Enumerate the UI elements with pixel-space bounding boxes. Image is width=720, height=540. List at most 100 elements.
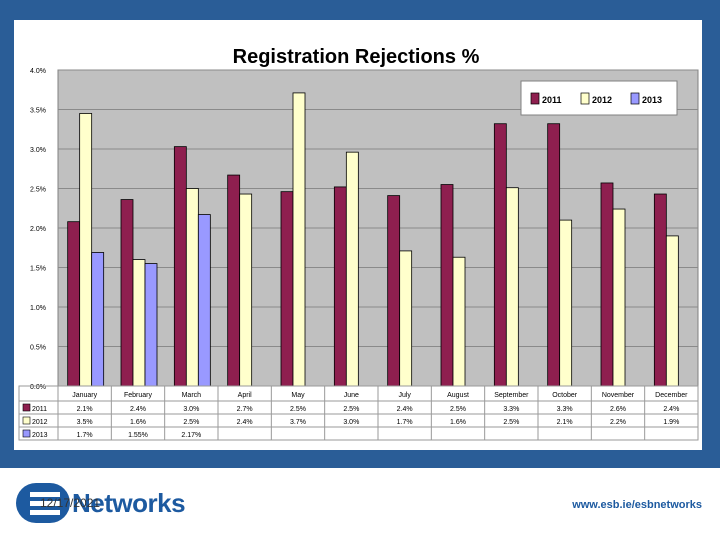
chart-panel: Registration Rejections % 0.0% 0.5% 1.0% 1.… [14,20,702,450]
y-axis: 0.0% 0.5% 1.0% 1.5% 2.0% 2.5% 3.0% 3.5% 4.0% [30,68,46,391]
table-cell: 2.4% [663,406,679,413]
slide-date: 12/17/2021 [40,496,101,510]
table-cell: 3.7% [290,419,306,426]
table-series-name: 2011 [32,406,47,413]
bar-2012 [452,256,466,387]
bar-2011 [493,123,507,387]
table-cell: 2.5% [503,419,519,426]
x-tick-label: December [655,392,688,399]
bar-2011 [440,184,454,387]
y-tick-label: 3.5% [30,108,46,115]
bars [67,92,679,387]
legend: 2011 2012 2013 [520,80,678,116]
legend-swatch-2011 [530,92,540,105]
bar-2012 [399,250,413,387]
logo-wordmark: Networks [72,487,186,518]
table-cell: 2.17% [181,432,201,439]
bar-2011 [227,174,241,387]
table-cell: 3.0% [183,406,199,413]
table-cell: 3.5% [77,419,93,426]
table-cell: 2.1% [77,406,93,413]
y-tick-label: 2.5% [30,187,46,194]
bar-2012 [559,219,573,387]
data-table: 2011 2.1% 2.4% 3.0% 2.7% 2.5% 2.5% 2.4% 2.5% 3.3%… [18,385,699,441]
bar-2011 [547,123,561,387]
table-cell: 1.6% [450,419,466,426]
legend-swatch-2013 [630,92,640,105]
chart-title: Registration Rejections % [233,46,480,68]
gridlines [58,69,698,347]
x-tick-label: July [398,392,411,399]
bar-2011 [387,195,401,387]
bar-2013 [91,252,105,387]
bar-2012 [185,188,199,387]
table-series-name: 2013 [32,432,48,439]
table-cell: 2.5% [343,406,359,413]
table-cell: 2.4% [237,419,253,426]
table-legend-key [22,416,31,425]
table-legend-key [22,403,31,412]
x-axis: January February March April May June July Augu… [72,392,688,399]
table-cell: 2.7% [237,406,253,413]
table-cell: 2.6% [610,406,626,413]
table-cell: 1.7% [397,419,413,426]
y-tick-label: 1.5% [30,266,46,273]
legend-label-2011: 2011 [542,95,562,105]
table-cell: 2.5% [450,406,466,413]
bar-2013 [144,263,158,387]
table-cell: 1.7% [77,432,93,439]
x-tick-label: February [124,392,153,399]
bar-2012 [612,208,626,387]
table-cell: 2.5% [290,406,306,413]
bar-2011 [67,221,81,387]
legend-swatch-2012 [580,92,590,105]
esb-logo-icon [16,483,70,523]
table-cell: 3.3% [503,406,519,413]
x-tick-label: January [72,392,97,399]
website-link[interactable]: www.esb.ie/esbnetworks [572,499,702,511]
x-tick-label: March [182,392,202,399]
table-cell: 1.55% [128,432,148,439]
legend-box [520,80,678,116]
table-cell: 2.4% [130,406,146,413]
y-tick-label: 2.0% [30,226,46,233]
y-tick-label: 1.0% [30,305,46,312]
y-tick-label: 0.0% [30,384,46,391]
footer [0,468,720,540]
table-cell: 2.1% [557,419,573,426]
bar-2012 [505,187,519,387]
x-tick-label: April [238,392,252,399]
table-cell: 3.0% [343,419,359,426]
bar-2011 [653,193,667,387]
bar-2013 [197,214,211,387]
bar-2012 [345,151,359,387]
y-tick-label: 4.0% [30,68,46,75]
bar-2012 [132,259,146,387]
x-tick-label: May [291,392,305,399]
bar-2011 [173,146,187,387]
table-cell: 1.9% [663,419,679,426]
y-tick-label: 3.0% [30,147,46,154]
table-cell: 2.4% [397,406,413,413]
x-tick-label: October [552,392,578,399]
esb-networks-logo: Networks [16,480,186,526]
bar-2011 [333,186,347,387]
y-tick-label: 0.5% [30,345,46,352]
table-series-name: 2012 [32,419,48,426]
bar-2012 [239,193,253,387]
bar-2012 [665,235,679,387]
legend-label-2013: 2013 [642,95,662,105]
table-legend-key [22,429,31,438]
bar-2011 [600,182,614,387]
bar-2012 [292,92,306,387]
x-tick-label: November [602,392,635,399]
table-cell: 2.5% [183,419,199,426]
table-cell: 3.3% [557,406,573,413]
x-tick-label: June [344,392,359,399]
table-cell: 2.2% [610,419,626,426]
bar-2011 [280,191,294,387]
legend-label-2012: 2012 [592,95,612,105]
x-tick-label: September [494,392,529,399]
bar-2012 [79,113,93,387]
table-cell: 1.6% [130,419,146,426]
